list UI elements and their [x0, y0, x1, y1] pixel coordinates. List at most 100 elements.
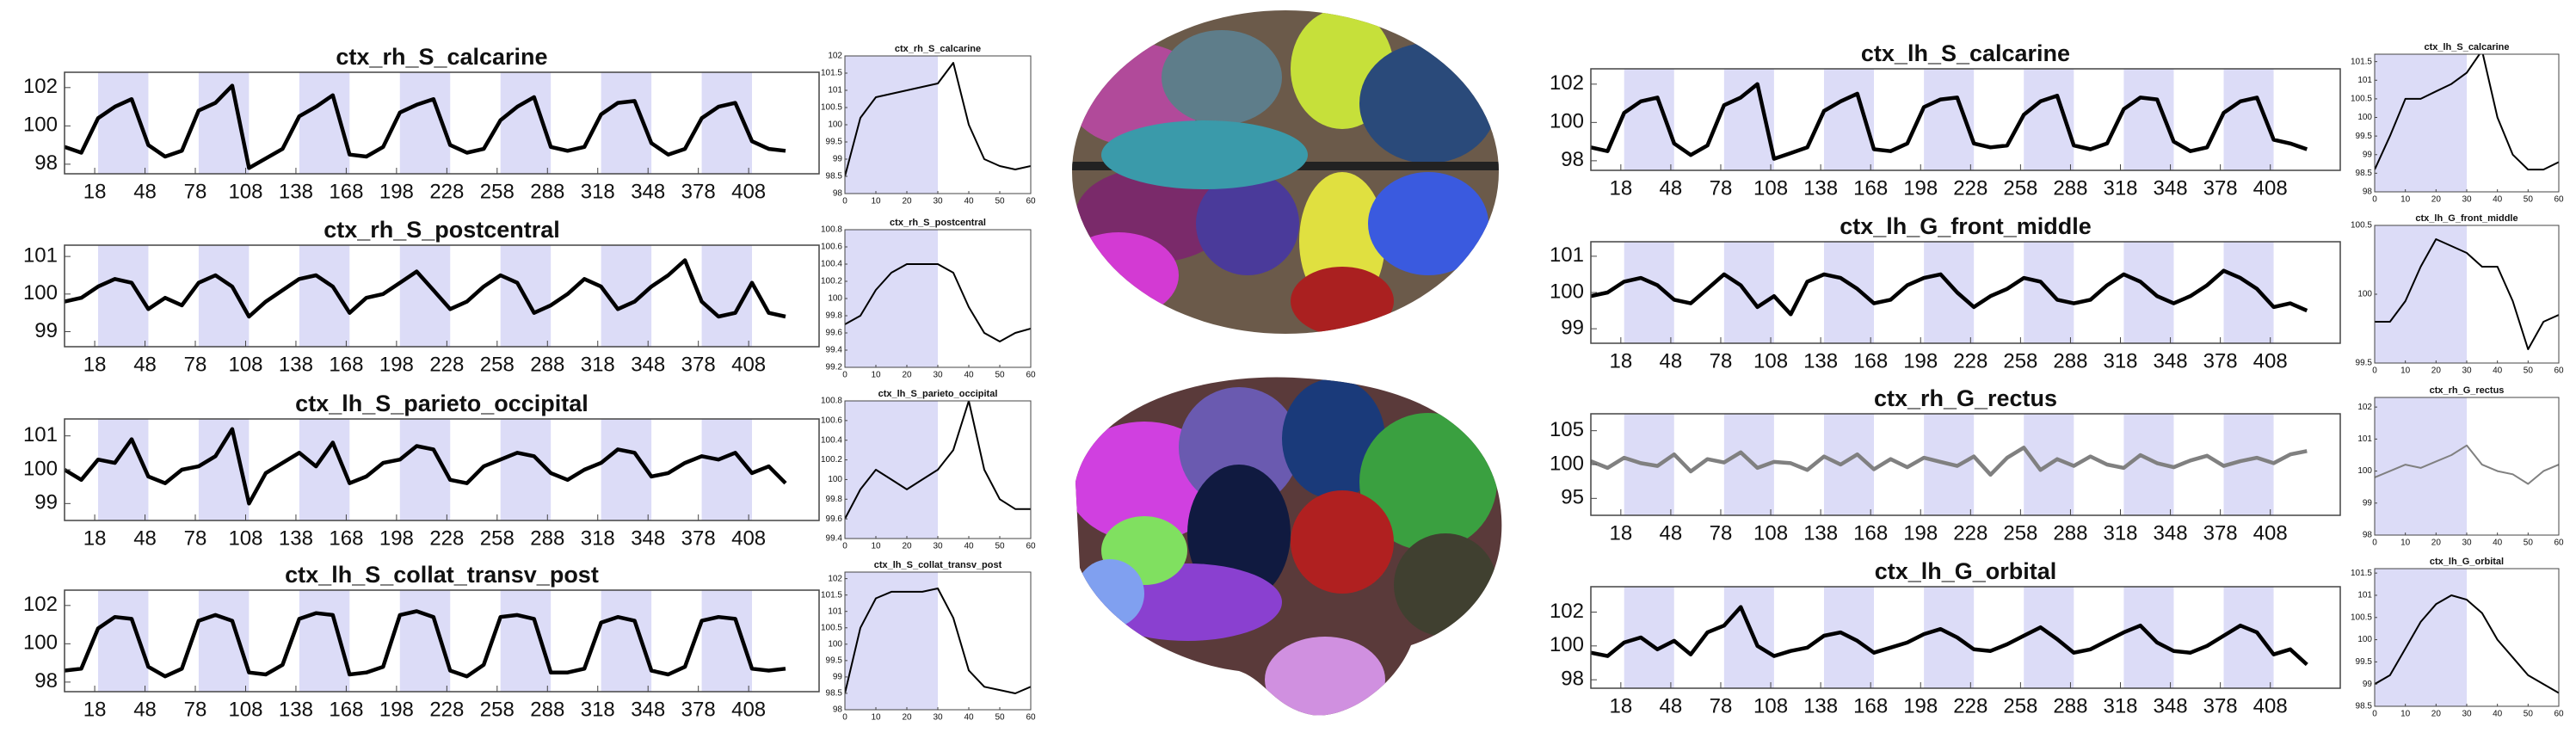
x-tick-label: 10	[871, 713, 881, 723]
y-tick-label: 100.5	[2351, 221, 2372, 231]
y-tick-label: 98	[833, 189, 843, 199]
y-tick-label: 102	[828, 574, 842, 583]
x-tick-label: 18	[83, 698, 107, 721]
x-tick-label: 348	[631, 698, 665, 721]
mean-line	[65, 609, 786, 679]
y-tick-label: 99.5	[826, 656, 843, 665]
x-tick-label: 60	[1026, 371, 1036, 380]
panel: 98.5 99 99.5 100 100.5 101 101.5 0 10 20 30 40 50 60 c…	[2351, 557, 2564, 719]
axes-frame	[64, 589, 820, 693]
axes-frame	[1590, 586, 2341, 689]
stimulus-block	[845, 230, 938, 367]
y-tick-label: 102	[2357, 403, 2372, 412]
x-tick-label: 30	[2462, 366, 2472, 376]
x-tick-label: 18	[1609, 694, 1632, 717]
stimulus-block	[2223, 587, 2274, 688]
panel-title: ctx_rh_G_rectus	[2430, 385, 2505, 396]
y-tick-label: 99	[833, 155, 843, 164]
panel: 95 100 105 18 48 78 108 138 168 198 228 258 288 318 34…	[1550, 385, 2341, 545]
x-tick-label: 10	[2400, 366, 2411, 376]
stimulus-block	[399, 419, 451, 520]
x-tick-label: 10	[871, 542, 881, 551]
panel: 99 100 101 18 48 78 108 138 168 198 228 258 288 318 34…	[23, 217, 820, 376]
x-tick-label: 228	[1953, 694, 1987, 717]
x-tick-label: 318	[581, 698, 615, 721]
x-tick-label: 288	[2053, 349, 2087, 372]
y-tick-label: 100	[2357, 290, 2372, 299]
x-tick-label: 198	[1903, 176, 1938, 200]
x-tick-label: 318	[581, 180, 615, 203]
x-tick-label: 48	[1660, 176, 1683, 200]
x-tick-label: 18	[83, 526, 107, 550]
panel: 98 100 102 18 48 78 108 138 168 198 228 258 288 318 34…	[1550, 558, 2341, 717]
x-tick-label: 258	[480, 698, 515, 721]
x-tick-label: 168	[329, 180, 363, 203]
x-tick-label: 318	[2103, 521, 2137, 545]
x-tick-label: 48	[1660, 694, 1683, 717]
x-tick-label: 48	[1660, 349, 1683, 372]
x-tick-label: 138	[279, 180, 313, 203]
x-tick-label: 288	[2053, 176, 2087, 200]
stimulus-block	[1723, 587, 1774, 688]
y-tick-label: 98	[833, 705, 843, 715]
stimulus-block	[299, 245, 350, 347]
x-tick-label: 228	[1953, 349, 1987, 372]
brain-side-view	[1075, 377, 1502, 716]
x-tick-label: 228	[429, 180, 464, 203]
y-tick-label: 98	[1561, 148, 1584, 171]
x-tick-label: 30	[933, 371, 943, 380]
x-tick-label: 318	[2103, 349, 2137, 372]
y-tick-label: 100.6	[821, 243, 842, 252]
x-tick-label: 10	[2400, 195, 2411, 205]
y-tick-label: 100	[23, 114, 58, 137]
x-tick-label: 10	[871, 197, 881, 206]
x-tick-label: 408	[731, 698, 766, 721]
panel: 99.2 99.4 99.6 99.8 100 100.2 100.4 100.6 100.8 0…	[821, 218, 1036, 380]
x-tick-label: 168	[1853, 349, 1888, 372]
y-tick-label: 100	[828, 294, 842, 304]
x-tick-label: 50	[2524, 195, 2534, 205]
x-tick-label: 60	[1026, 542, 1036, 551]
x-tick-label: 288	[530, 526, 564, 550]
x-tick-label: 30	[933, 197, 943, 206]
y-tick-label: 99.5	[2356, 359, 2373, 368]
y-tick-label: 100.8	[821, 225, 842, 235]
panel: 99.4 99.6 99.8 100 100.2 100.4 100.6 100.8 0 10 20…	[821, 389, 1036, 551]
y-tick-label: 102	[1550, 71, 1584, 95]
x-tick-label: 168	[329, 698, 363, 721]
stimulus-block	[2375, 225, 2467, 363]
panel-title: ctx_rh_G_rectus	[1874, 385, 2057, 411]
x-tick-label: 288	[530, 353, 564, 376]
stimulus-block	[299, 419, 350, 520]
y-tick-label: 101	[828, 606, 842, 616]
x-tick-label: 108	[1753, 521, 1788, 545]
y-tick-label: 99	[2363, 680, 2373, 689]
x-tick-label: 78	[1710, 176, 1733, 200]
y-tick-label: 101.5	[821, 590, 842, 600]
x-tick-label: 228	[1953, 176, 1987, 200]
panel-title: ctx_lh_S_calcarine	[2424, 42, 2509, 52]
x-tick-label: 50	[995, 197, 1005, 206]
y-tick-label: 99	[2363, 150, 2373, 159]
y-tick-label: 99.6	[826, 514, 843, 524]
panel: 98 100 102 18 48 78 108 138 168 198 228 258 288 318 34…	[1550, 40, 2341, 200]
stimulus-block	[701, 419, 753, 520]
x-tick-label: 78	[184, 180, 207, 203]
x-tick-label: 78	[1710, 521, 1733, 545]
x-tick-label: 348	[2154, 521, 2188, 545]
x-tick-label: 0	[842, 713, 847, 723]
stimulus-block	[845, 56, 938, 194]
y-tick-label: 99.8	[826, 495, 843, 504]
x-tick-label: 10	[2400, 539, 2411, 548]
axes-frame	[1590, 68, 2341, 171]
y-tick-label: 98.5	[826, 689, 843, 699]
x-tick-label: 18	[1609, 176, 1632, 200]
y-tick-label: 100.5	[821, 623, 842, 632]
x-tick-label: 0	[2372, 195, 2377, 205]
y-tick-label: 99.6	[826, 329, 843, 338]
y-tick-label: 98.5	[2356, 169, 2373, 178]
y-tick-label: 100	[1550, 110, 1584, 133]
mean-line	[2375, 54, 2559, 171]
x-tick-label: 348	[631, 180, 665, 203]
